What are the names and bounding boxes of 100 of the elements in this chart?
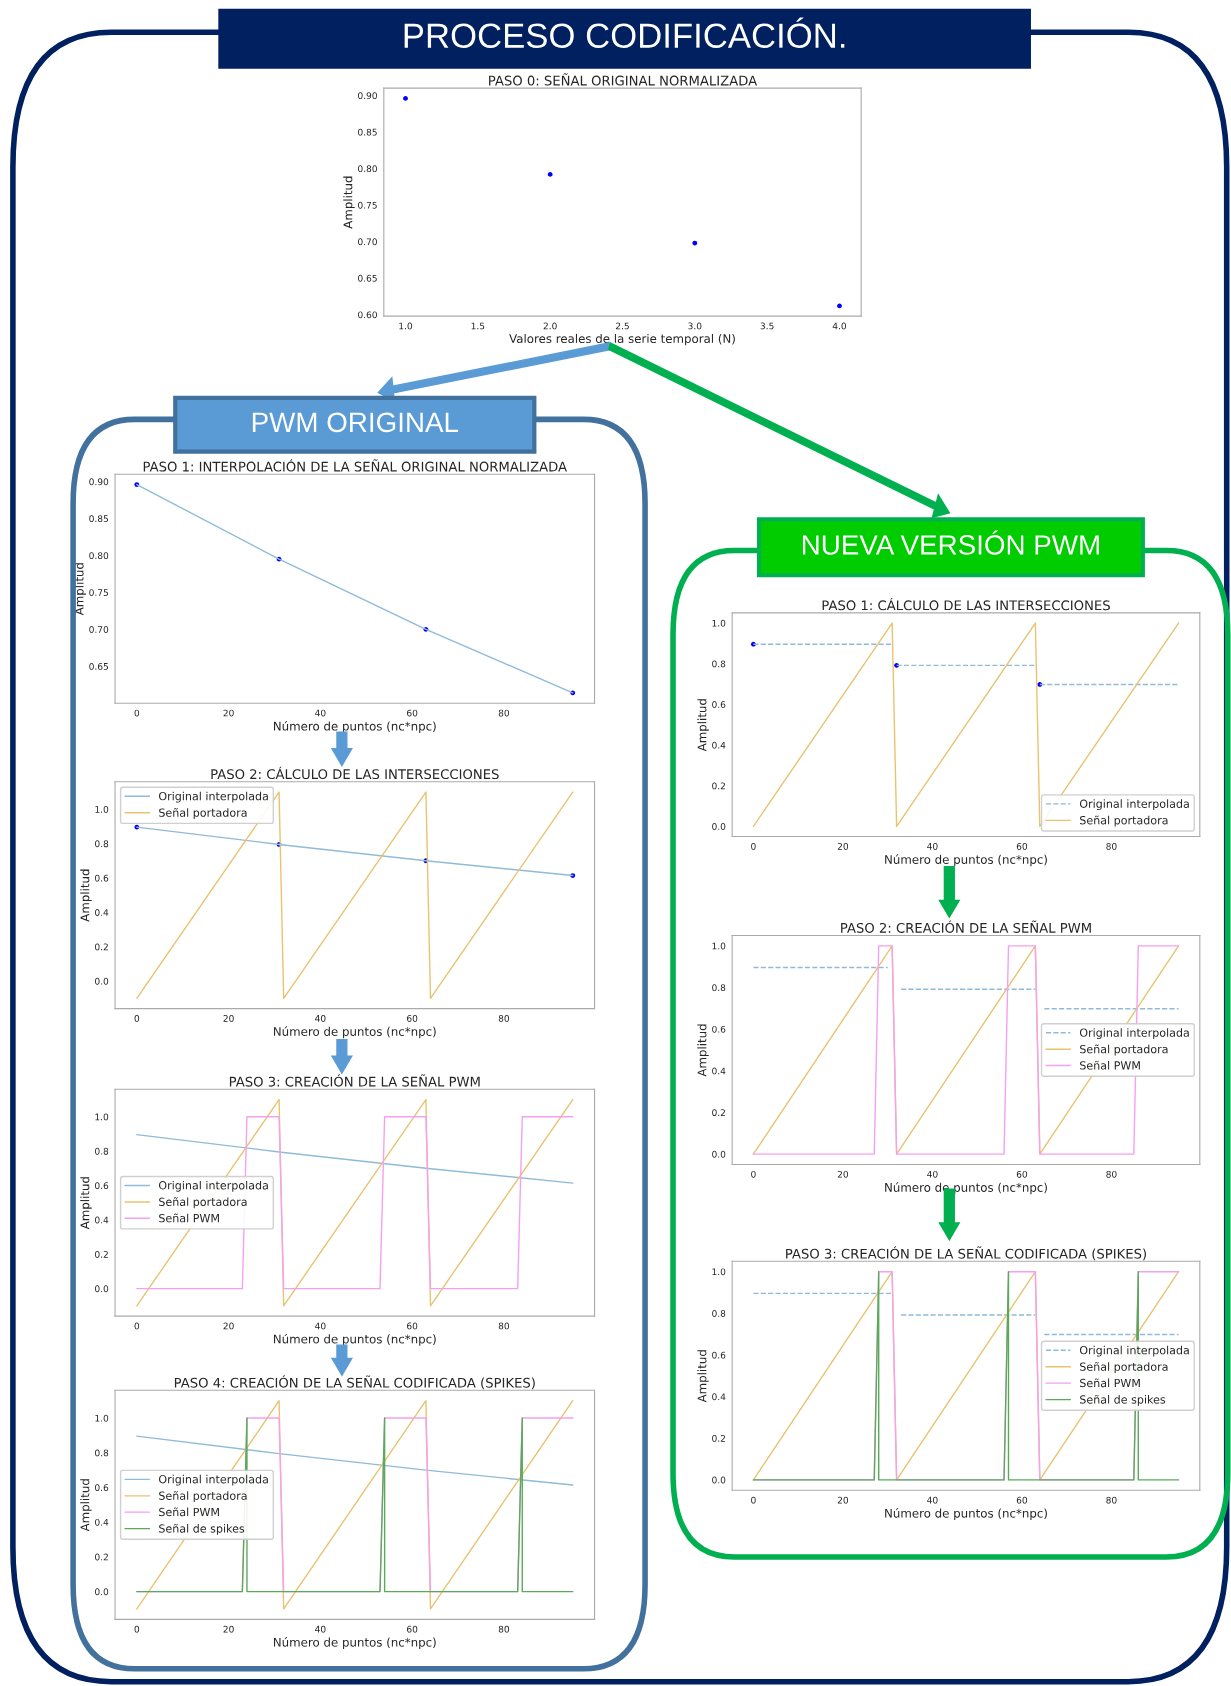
x-tick-label: 80 <box>1106 1170 1117 1178</box>
x-tick-label: 80 <box>1106 1496 1117 1504</box>
x-tick-label: 0 <box>751 1496 756 1504</box>
y-tick-label: 1.0 <box>712 1268 726 1276</box>
y-tick-label: 0.70 <box>358 238 377 246</box>
y-tick-label: 0.6 <box>95 1484 109 1492</box>
legend-label: Original interpolada <box>1079 1028 1189 1039</box>
y-tick-label: 0.75 <box>358 201 377 209</box>
x-tick-label: 40 <box>927 1496 938 1504</box>
x-tick-label: 4.0 <box>832 322 847 330</box>
x-axis-title: Número de puntos (nc*npc) <box>273 1637 436 1649</box>
chart-title: PASO 3: CREACIÓN DE LA SEÑAL PWM <box>229 1074 480 1087</box>
x-tick-label: 60 <box>407 1625 418 1633</box>
x-axis-title: Valores reales de la serie temporal (N) <box>509 333 735 346</box>
y-tick-label: 0.4 <box>712 1067 726 1075</box>
x-tick-label: 3.5 <box>760 322 774 330</box>
x-tick-label: 20 <box>837 1496 849 1504</box>
x-tick-label: 40 <box>927 1170 938 1178</box>
y-tick-label: 0.80 <box>358 165 377 173</box>
y-tick-label: 0.2 <box>95 1250 108 1258</box>
x-tick-label: 40 <box>315 1625 326 1633</box>
text: PROCESO CODIFICACIÓN. <box>404 17 845 49</box>
legend-label: Señal de spikes <box>1080 1394 1166 1406</box>
y-tick-label: 0.6 <box>95 1182 109 1190</box>
y-tick-label: 0.65 <box>358 274 377 282</box>
y-tick-label: 0.8 <box>712 660 726 668</box>
x-tick-label: 80 <box>498 1015 510 1022</box>
y-tick-label: 0.6 <box>712 1025 726 1033</box>
y-tick-label: 1.0 <box>95 1113 109 1121</box>
y-axis-title: Amplitud <box>74 563 86 616</box>
y-tick-label: 0.85 <box>358 128 377 136</box>
legend-label: Señal PWM <box>1080 1378 1140 1388</box>
y-tick-label: 0.0 <box>712 1150 726 1158</box>
x-tick-label: 2.0 <box>543 322 557 330</box>
y-tick-label: 0.2 <box>712 782 725 790</box>
x-tick-label: 60 <box>1016 1496 1028 1504</box>
y-tick-label: 0.4 <box>712 1393 726 1401</box>
x-tick-label: 40 <box>315 709 326 717</box>
legend-label: Señal PWM <box>1080 1060 1140 1070</box>
x-tick-label: 60 <box>407 709 418 717</box>
y-tick-label: 0.4 <box>95 1216 109 1224</box>
y-tick-label: 0.90 <box>89 478 109 486</box>
chart-title: PASO 4: CREACIÓN DE LA SEÑAL CODIFICADA (SPIKES) <box>174 1375 535 1390</box>
x-tick-label: 80 <box>1106 842 1117 850</box>
y-tick-label: 0.6 <box>712 1351 726 1359</box>
legend-label: Original interpolada <box>158 791 268 803</box>
y-tick-label: 0.4 <box>95 909 109 916</box>
y-tick-label: 0.90 <box>358 92 377 100</box>
x-tick-label: 20 <box>223 709 234 717</box>
chart-title: PASO 3: CREACIÓN DE LA SEÑAL CODIFICADA (SPIKES) <box>786 1246 1146 1261</box>
y-tick-label: 0.0 <box>712 1476 726 1484</box>
legend-label: Señal portadora <box>1080 1362 1168 1374</box>
x-tick-label: 0 <box>134 1625 140 1633</box>
y-tick-label: 1.0 <box>95 1414 109 1422</box>
x-axis-title: Número de puntos (nc*npc) <box>273 720 436 733</box>
x-tick-label: 0 <box>134 1015 140 1022</box>
y-tick-label: 0.75 <box>89 589 108 596</box>
y-tick-label: 0.8 <box>95 840 109 848</box>
y-tick-label: 0.0 <box>95 1588 109 1596</box>
y-tick-label: 0.2 <box>95 1553 108 1561</box>
x-tick-label: 20 <box>223 1015 234 1022</box>
y-tick-label: 0.0 <box>95 977 109 985</box>
y-tick-label: 0.8 <box>712 984 726 992</box>
x-axis-title: Número de puntos (nc*npc) <box>273 1026 436 1039</box>
x-tick-label: 40 <box>927 842 938 850</box>
y-tick-label: 0.80 <box>89 552 109 560</box>
legend-label: Señal PWM <box>159 1213 219 1223</box>
x-tick-label: 3.0 <box>688 322 702 330</box>
chart-title: PASO 2: CÁLCULO DE LAS INTERSECCIONES <box>211 766 499 780</box>
y-tick-label: 1.0 <box>95 805 109 813</box>
y-tick-label: 0.60 <box>358 311 377 319</box>
y-tick-label: 0.4 <box>95 1518 109 1526</box>
x-tick-label: 20 <box>223 1625 234 1633</box>
y-axis-title: Amplitud <box>697 1350 709 1403</box>
x-tick-label: 60 <box>407 1015 418 1022</box>
x-axis-title: Número de puntos (nc*npc) <box>273 1333 436 1346</box>
y-tick-label: 0.0 <box>95 1285 109 1293</box>
y-axis-title: Amplitud <box>697 1024 709 1077</box>
legend-label: Original interpolada <box>158 1474 268 1486</box>
x-tick-label: 0 <box>134 1322 140 1330</box>
legend-label: Señal portadora <box>1080 1044 1168 1056</box>
legend-label: Señal portadora <box>159 1197 247 1209</box>
x-tick-label: 60 <box>407 1322 418 1330</box>
y-tick-label: 0.2 <box>95 943 108 951</box>
y-tick-label: 0.6 <box>712 701 726 708</box>
x-tick-label: 2.5 <box>615 322 629 330</box>
y-axis-title: Amplitud <box>80 1479 92 1532</box>
y-tick-label: 0.0 <box>712 823 726 830</box>
x-tick-label: 0 <box>751 842 756 850</box>
y-axis-title: Amplitud <box>697 699 709 752</box>
x-tick-label: 60 <box>1016 1170 1028 1178</box>
y-tick-label: 0.8 <box>712 1310 726 1317</box>
text: PWM ORIGINAL <box>252 412 459 433</box>
x-axis-title: Número de puntos (nc*npc) <box>885 854 1047 867</box>
x-tick-label: 40 <box>315 1015 326 1022</box>
x-tick-label: 60 <box>1016 842 1028 850</box>
y-axis-title: Amplitud <box>80 869 92 922</box>
legend-label: Señal portadora <box>159 808 247 819</box>
y-tick-label: 0.2 <box>712 1109 725 1117</box>
x-tick-label: 0 <box>134 709 140 717</box>
